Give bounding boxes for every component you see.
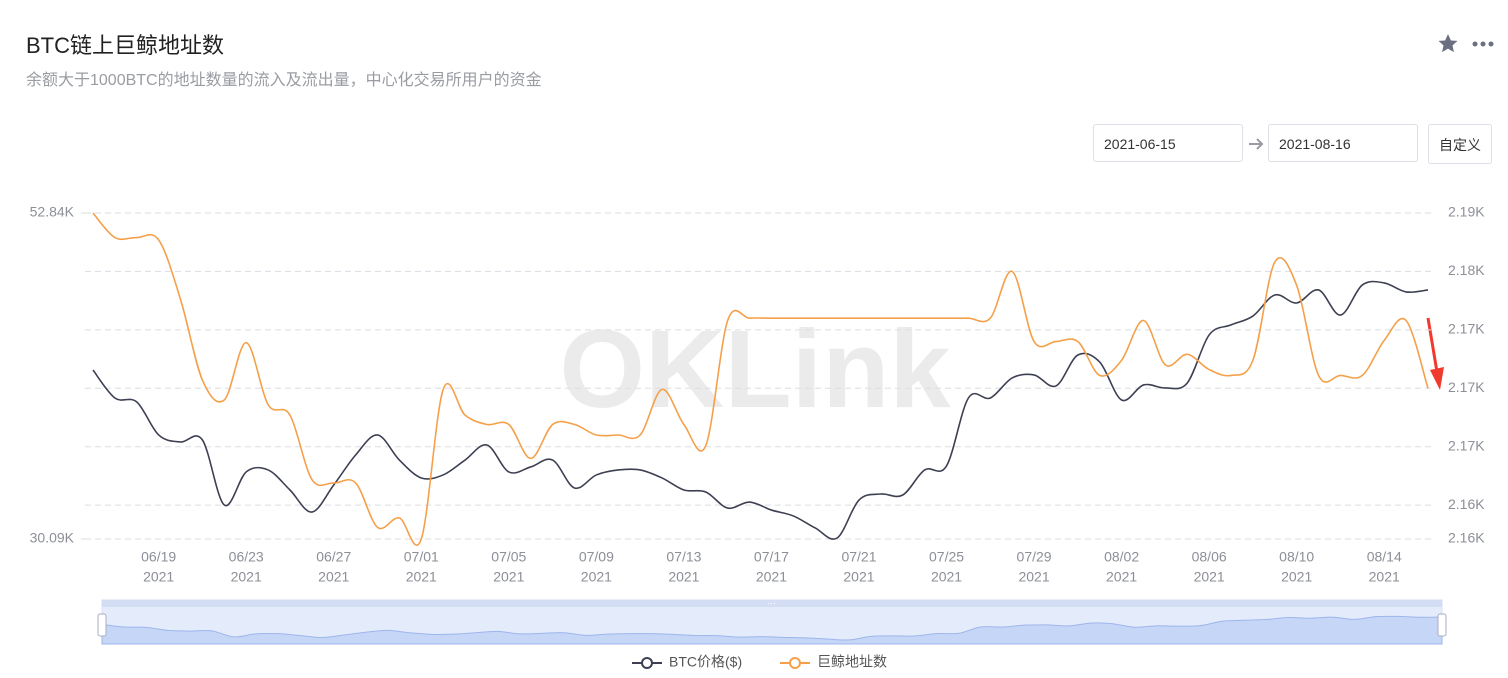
x-tick-year: 2021 [756, 569, 787, 585]
legend-marker [789, 657, 801, 669]
x-tick-label: 07/25 [929, 549, 964, 565]
start-date-input[interactable]: 2021-06-15 [1093, 124, 1243, 162]
arrow-head [1256, 138, 1264, 150]
x-tick-label: 07/05 [491, 549, 526, 565]
x-tick-label: 08/10 [1279, 549, 1314, 565]
y2-tick-label: 2.17K [1448, 437, 1485, 453]
x-tick-label: 06/19 [141, 549, 176, 565]
legend-marker [641, 657, 653, 669]
annotation-arrow [1426, 317, 1444, 390]
x-tick-year: 2021 [318, 569, 349, 585]
x-tick-year: 2021 [493, 569, 524, 585]
range-arrow [1249, 138, 1264, 150]
star[interactable] [1438, 34, 1458, 53]
watermark: OKLink [559, 308, 951, 431]
dot[interactable] [1488, 41, 1494, 47]
y2-tick-label: 2.18K [1448, 262, 1485, 278]
dot[interactable] [1472, 41, 1478, 47]
x-tick-label: 07/29 [1017, 549, 1052, 565]
x-tick-year: 2021 [1106, 569, 1137, 585]
series-line [92, 280, 1429, 540]
end-date-input[interactable]: 2021-08-16 [1268, 124, 1418, 162]
y2-tick-label: 2.16K [1448, 496, 1485, 512]
x-tick-year: 2021 [406, 569, 437, 585]
red-arrow-head [1430, 367, 1444, 390]
x-tick-label: 07/17 [754, 549, 789, 565]
x-tick-label: 08/06 [1192, 549, 1227, 565]
legend-label: 巨鲸地址数 [817, 654, 887, 670]
x-tick-year: 2021 [931, 569, 962, 585]
x-tick-label: 08/14 [1367, 549, 1402, 565]
x-tick-year: 2021 [1194, 569, 1225, 585]
x-tick-label: 06/27 [316, 549, 351, 565]
x-tick-year: 2021 [1018, 569, 1049, 585]
y-tick-label: 52.84K [30, 204, 75, 220]
y2-tick-label: 2.16K [1448, 530, 1485, 546]
x-tick-label: 07/09 [579, 549, 614, 565]
x-tick-label: 07/01 [404, 549, 439, 565]
more-icon[interactable] [1472, 41, 1494, 47]
x-tick-year: 2021 [1369, 569, 1400, 585]
x-tick-label: 07/21 [841, 549, 876, 565]
slider-area [101, 615, 1443, 645]
slider-handle[interactable] [1437, 613, 1447, 637]
legend-label: BTC价格($) [669, 654, 742, 670]
subtitle: 余额大于1000BTC的地址数量的流入及流出量，中心化交易所用户的资金 [26, 72, 542, 89]
x-tick-year: 2021 [668, 569, 699, 585]
y-tick-label: 30.09K [30, 530, 75, 546]
title: BTC链上巨鲸地址数 [26, 33, 225, 58]
series-line [92, 212, 1429, 547]
custom-range-button[interactable]: 自定义 [1428, 124, 1492, 164]
x-tick-year: 2021 [843, 569, 874, 585]
red-arrow-shaft [1426, 317, 1439, 373]
dot[interactable] [1480, 41, 1486, 47]
x-tick-year: 2021 [1281, 569, 1312, 585]
y2-tick-label: 2.17K [1448, 321, 1485, 337]
x-tick-year: 2021 [581, 569, 612, 585]
star-icon[interactable] [1438, 34, 1458, 53]
y2-tick-label: 2.19K [1448, 204, 1485, 220]
x-tick-label: 07/13 [666, 549, 701, 565]
x-tick-label: 08/02 [1104, 549, 1139, 565]
x-tick-label: 06/23 [229, 549, 264, 565]
x-tick-year: 2021 [143, 569, 174, 585]
slider-handle[interactable] [97, 613, 107, 637]
y2-tick-label: 2.17K [1448, 379, 1485, 395]
x-tick-year: 2021 [231, 569, 262, 585]
